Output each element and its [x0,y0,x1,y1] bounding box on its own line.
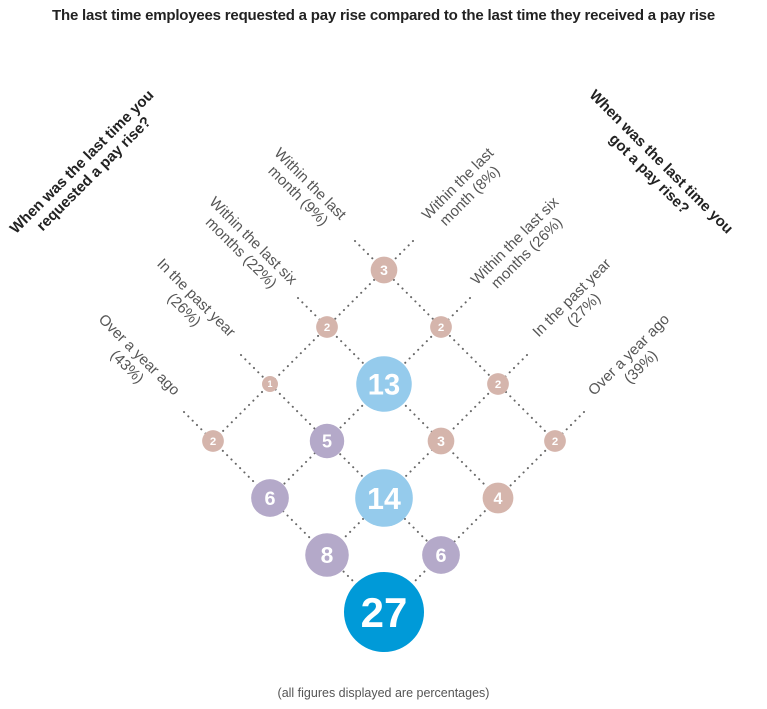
bubble-value: 1 [267,379,272,389]
footnote: (all figures displayed are percentages) [277,686,490,700]
bubble: 2 [544,430,566,452]
bubble-value: 14 [367,483,401,516]
bubble-circle [355,469,413,527]
bubble-value: 5 [322,432,332,452]
bubble-value: 6 [435,545,446,567]
bubble-circle [422,536,460,574]
bubble: 6 [251,479,289,517]
bubble-circle [305,533,349,577]
bubble: 2 [487,373,509,395]
bubble: 14 [355,469,413,527]
chart-title: The last time employees requested a pay … [52,7,715,24]
bubble-value: 4 [494,490,503,508]
bubble-value: 2 [438,322,444,334]
bubble: 8 [305,533,349,577]
bubble-circle [482,482,514,514]
bubble-circle [544,430,566,452]
bubble-value: 3 [380,262,388,278]
bubble: 3 [370,256,398,284]
bubble-circle [343,571,425,653]
bubble: 1 [262,376,278,392]
requested-category-label: Within the lastmonth (9%) [259,145,350,236]
bubble-circle [202,430,224,452]
bubble-value: 8 [321,542,334,568]
bubble-value: 2 [210,436,216,448]
requested-axis-title: When was the last time yourequested a pa… [7,87,170,250]
bubble: 2 [430,316,452,338]
received-axis-title: When was the last time yougot a pay rise… [574,87,737,250]
bubble: 2 [202,430,224,452]
bubble-circle [356,356,412,412]
bubble-circle [251,479,289,517]
requested-category-label: Within the last sixmonths (22%) [194,194,301,301]
bubble-circle [430,316,452,338]
requested-category-label: In the past year(26%) [141,255,238,352]
bubble-circle [370,256,398,284]
bubble-value: 13 [368,369,400,401]
bubble-circle [316,316,338,338]
received-category-label: Within the last sixmonths (26%) [468,193,575,300]
bubble-value: 6 [264,488,275,510]
bubble: 3 [427,427,455,455]
bubble: 2 [316,316,338,338]
received-category-label: In the past year(27%) [529,255,626,352]
received-category-label: Over a year ago(39%) [585,311,685,411]
bubble: 4 [482,482,514,514]
bubble-circle [309,423,345,459]
requested-category-label: Over a year ago(43%) [83,311,183,411]
bubble: 6 [422,536,460,574]
bubble-value: 2 [495,379,501,391]
bubble: 5 [309,423,345,459]
bubble-value: 2 [552,436,558,448]
bubble-value: 2 [324,322,330,334]
bubble-value: 27 [361,589,408,636]
pay-rise-matrix: Within the lastmonth (9%)Within the last… [7,87,737,653]
bubble: 13 [356,356,412,412]
bubble-circle [262,376,278,392]
bubble: 27 [343,571,425,653]
bubble-circle [487,373,509,395]
bubble-value: 3 [437,433,445,449]
received-category-label: Within the lastmonth (8%) [419,144,510,235]
bubble-circle [427,427,455,455]
